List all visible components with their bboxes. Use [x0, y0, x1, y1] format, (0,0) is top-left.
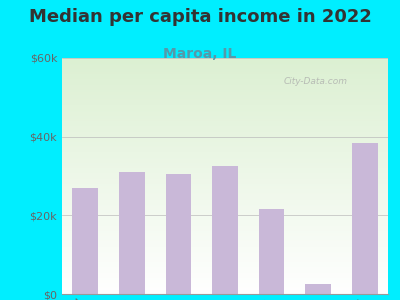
Bar: [72, 188, 98, 294]
Bar: [212, 166, 238, 294]
Text: City-Data.com: City-Data.com: [284, 77, 348, 86]
Bar: [305, 284, 331, 294]
Bar: [119, 172, 145, 294]
Text: Median per capita income in 2022: Median per capita income in 2022: [28, 8, 372, 26]
Bar: [352, 142, 378, 294]
Bar: [166, 174, 191, 294]
Bar: [259, 209, 284, 294]
Text: Maroa, IL: Maroa, IL: [163, 46, 237, 61]
